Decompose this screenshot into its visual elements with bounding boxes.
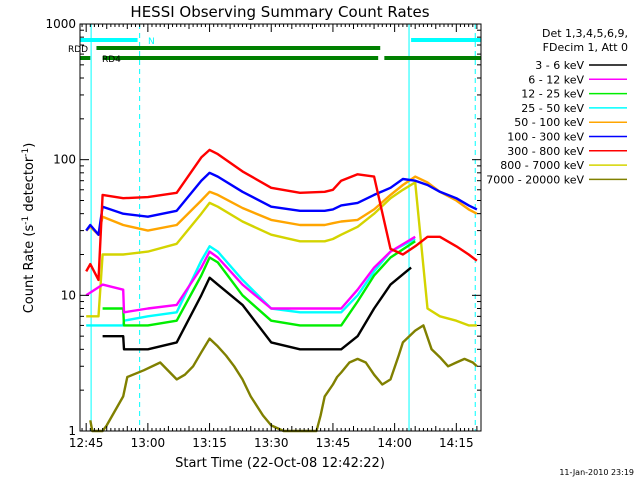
x-tick-label: 12:45 xyxy=(69,436,104,450)
flag-layer xyxy=(80,24,481,431)
y-axis-label-sup2: -1 xyxy=(21,148,31,157)
legend-label-1: 6 - 12 keV xyxy=(528,73,584,86)
series-line-0 xyxy=(102,266,412,351)
series-line-2 xyxy=(102,240,416,327)
tick-layer: 12:45 13:00 13:15 13:30 13:45 14:00 14:15 1 10 10… xyxy=(45,17,481,450)
series-line-1 xyxy=(85,235,416,314)
x-tick-label: 14:15 xyxy=(439,436,474,450)
legend-label-3: 25 - 50 keV xyxy=(521,102,584,115)
series-layer xyxy=(85,148,478,433)
legend-label-6: 300 - 800 keV xyxy=(507,145,584,158)
y-axis-label-b: detector xyxy=(22,156,37,216)
series-line-7 xyxy=(86,181,477,327)
legend-label-4: 50 - 100 keV xyxy=(514,116,584,129)
annotation-rd4: RD4 xyxy=(102,55,121,65)
y-axis-label-c: ) xyxy=(22,143,37,148)
y-axis-label-sup1: -1 xyxy=(21,216,31,225)
y-tick-label: 1 xyxy=(68,424,76,438)
series-line-6 xyxy=(85,148,478,282)
x-tick-label: 13:00 xyxy=(131,436,166,450)
x-tick-label: 13:15 xyxy=(192,436,227,450)
y-axis-label: Count Rate (s-1 detector-1) xyxy=(21,143,37,314)
y-tick-label: 10 xyxy=(61,288,76,302)
x-tick-label: 13:45 xyxy=(316,436,351,450)
legend-label-2: 12 - 25 keV xyxy=(521,88,584,101)
y-axis-label-a: Count Rate (s xyxy=(22,225,37,314)
series-line-8 xyxy=(89,324,478,433)
x-axis-label: Start Time (22-Oct-08 12:42:22) xyxy=(175,456,385,471)
legend-header-2: FDecim 1, Att 0 xyxy=(543,41,628,54)
legend-label-5: 100 - 300 keV xyxy=(507,131,584,144)
y-tick-label: 1000 xyxy=(45,17,76,31)
series-line-4 xyxy=(85,175,478,236)
annotation-n: N xyxy=(148,37,155,47)
x-tick-label: 14:00 xyxy=(377,436,412,450)
legend-label-0: 3 - 6 keV xyxy=(535,59,584,72)
legend-header-1: Det 1,3,4,5,6,9, xyxy=(542,27,628,40)
footer-date: 11-Jan-2010 23:19 xyxy=(559,468,634,477)
legend-label-7: 800 - 7000 keV xyxy=(500,159,584,172)
chart-title: HESSI Observing Summary Count Rates xyxy=(130,3,429,21)
annotation-rdd: RDD xyxy=(68,45,88,55)
legend-label-8: 7000 - 20000 keV xyxy=(486,173,584,186)
series-line-5 xyxy=(85,171,478,236)
plot-frame xyxy=(79,23,482,432)
legend: Det 1,3,4,5,6,9, FDecim 1, Att 0 3 - 6 k… xyxy=(486,27,628,186)
x-tick-label: 13:30 xyxy=(254,436,289,450)
y-tick-label: 100 xyxy=(53,153,76,167)
